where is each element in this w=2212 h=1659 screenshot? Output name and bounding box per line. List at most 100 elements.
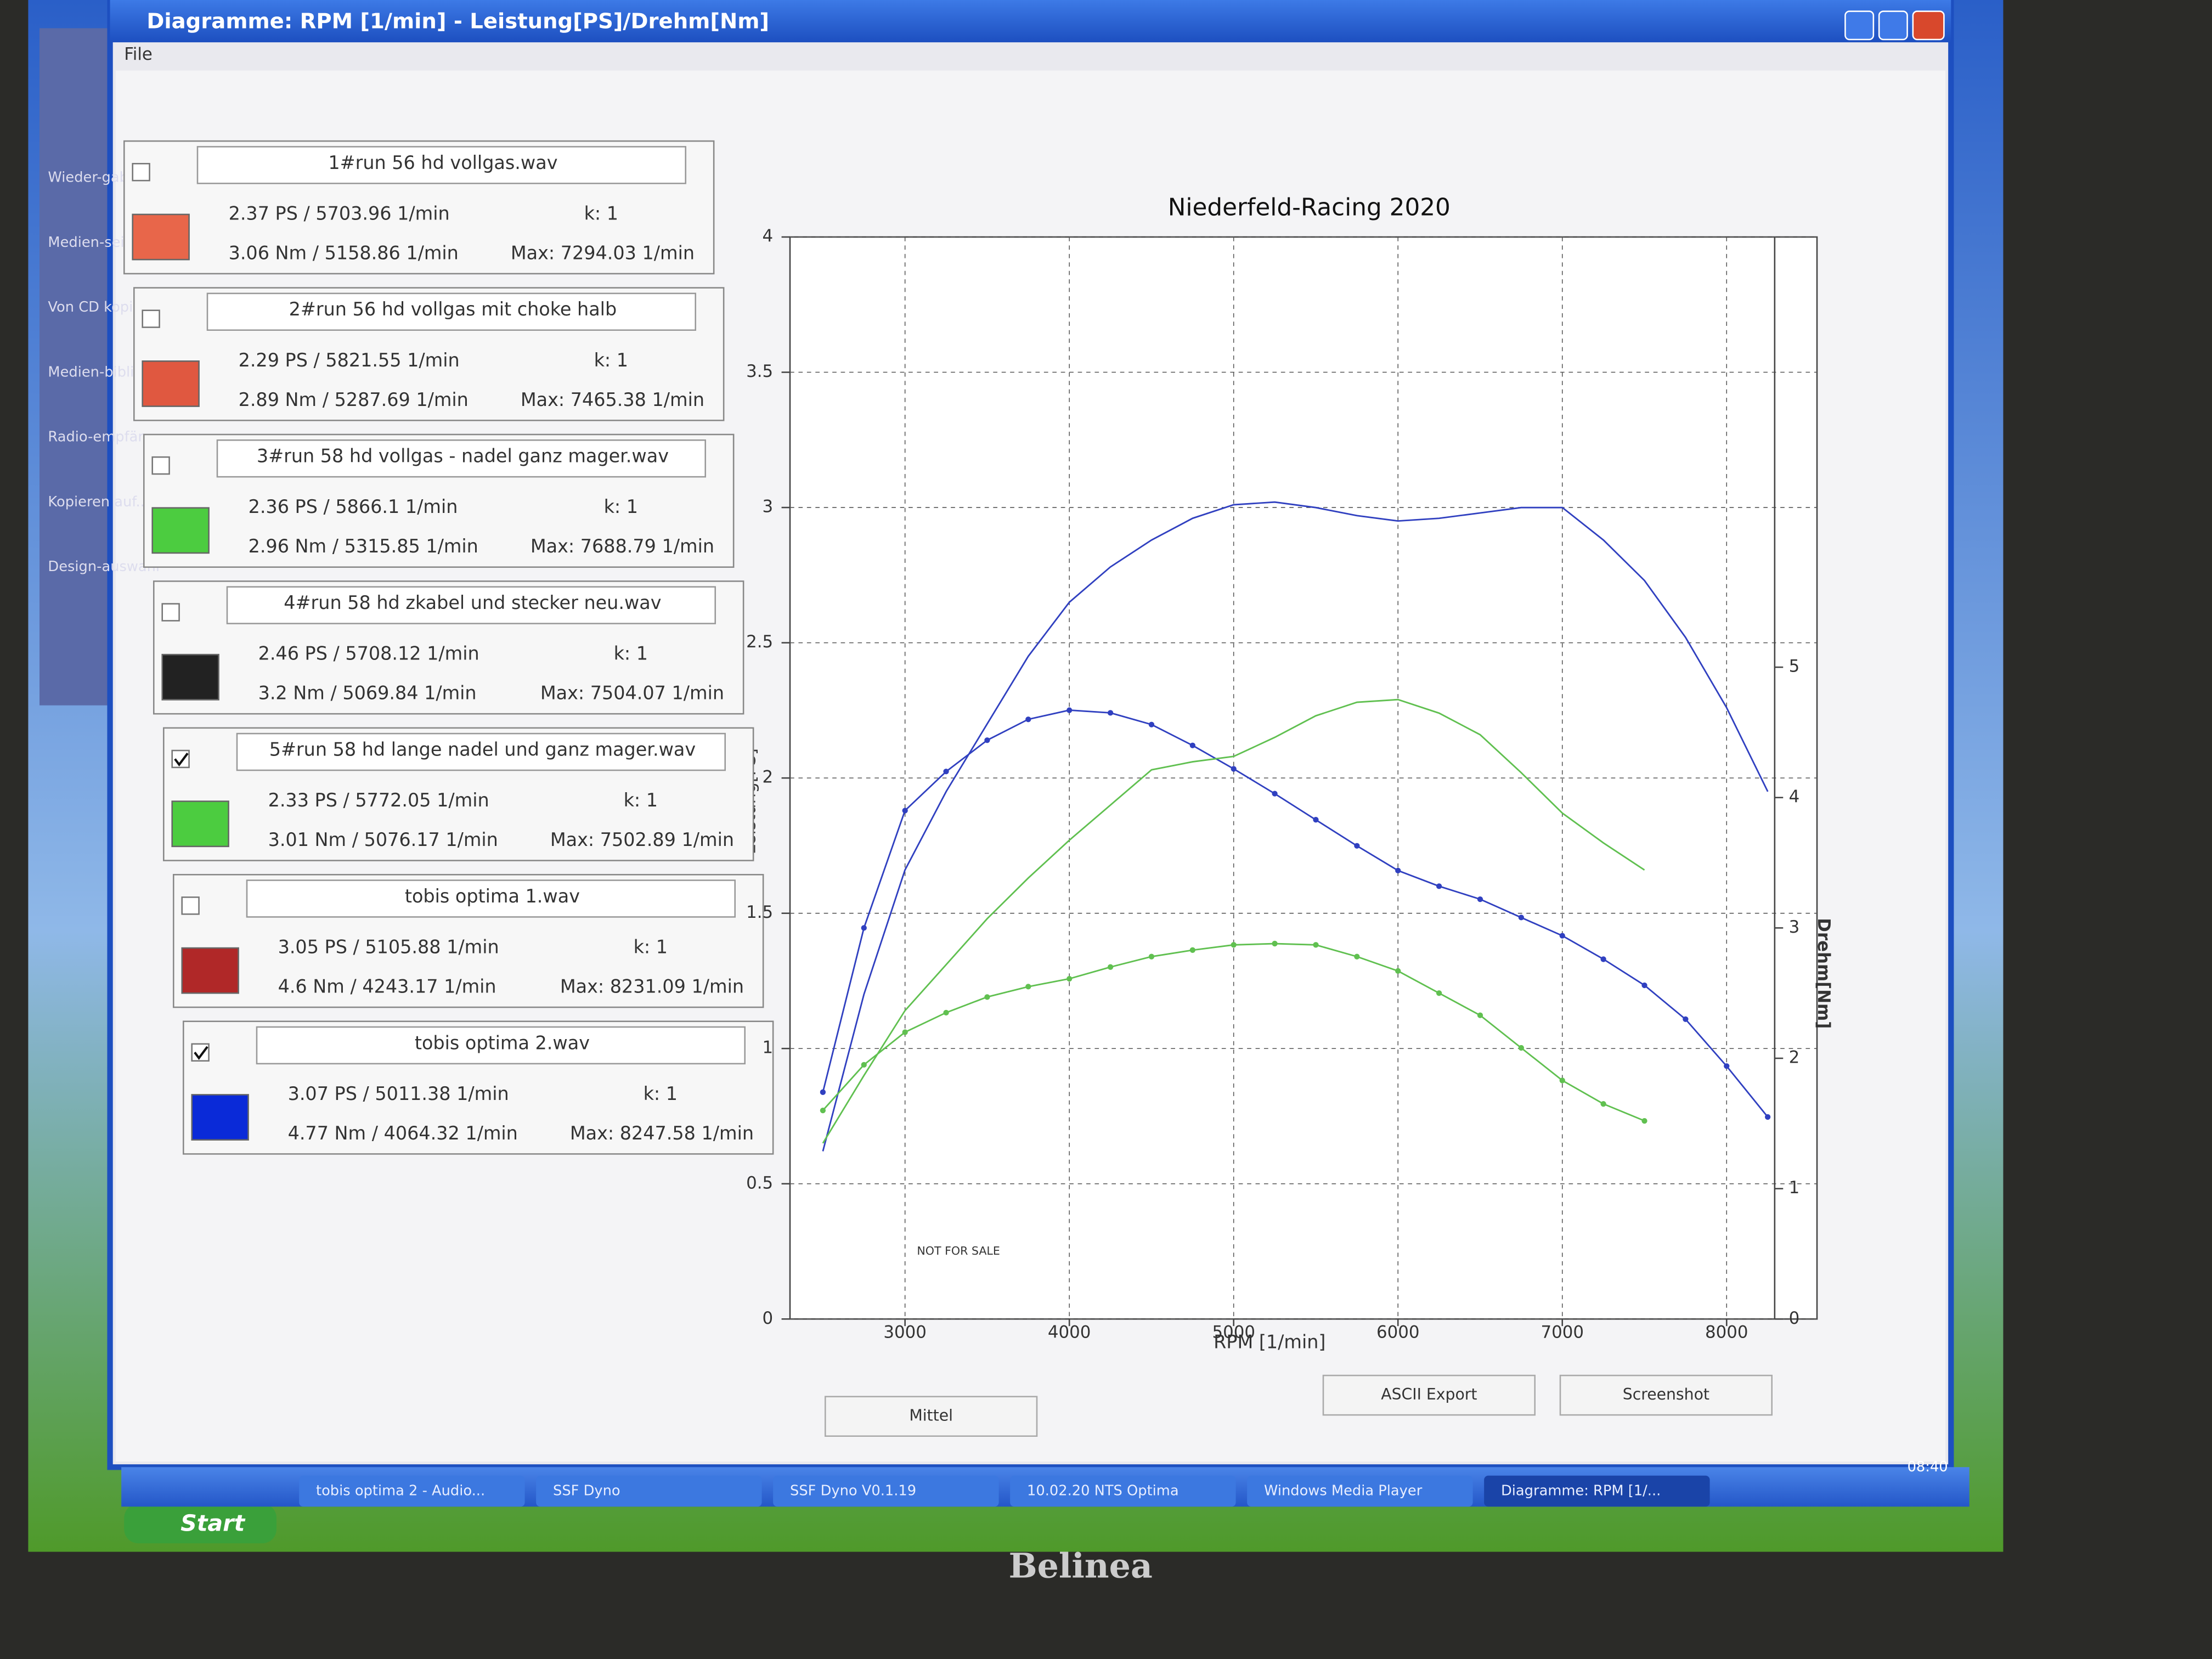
run-max: Max: 7504.07 1/min: [540, 682, 724, 704]
y2-tick-label: 1: [1789, 1178, 1800, 1198]
series-point: [1724, 1063, 1730, 1069]
run-power: 2.33 PS / 5772.05 1/min: [268, 789, 489, 811]
y2-tick-label: 0: [1789, 1308, 1800, 1328]
run-max: Max: 8247.58 1/min: [570, 1122, 754, 1144]
series-point: [1436, 883, 1442, 889]
run-name-box: [246, 879, 736, 918]
series-point: [1231, 766, 1237, 772]
run-max: Max: 7688.79 1/min: [531, 535, 714, 557]
run-power: 2.29 PS / 5821.55 1/min: [239, 349, 460, 371]
run-checkbox[interactable]: [191, 1043, 210, 1062]
series-point: [1272, 791, 1278, 797]
series-point: [1600, 1101, 1606, 1107]
button-label: Screenshot: [1623, 1385, 1709, 1403]
y2-axis-label: Drehm[Nm]: [1814, 918, 1833, 1029]
series-point: [1765, 1114, 1771, 1120]
run-color[interactable]: [171, 800, 229, 848]
run-color[interactable]: [181, 947, 239, 994]
run-power: 3.07 PS / 5011.38 1/min: [288, 1083, 509, 1104]
y-tick-label: 0: [763, 1308, 774, 1328]
run-color[interactable]: [191, 1094, 249, 1141]
y-tick-label: 1: [763, 1038, 774, 1058]
taskbar-item-label: 10.02.20 NTS Optima: [1027, 1483, 1179, 1499]
series-point: [1025, 984, 1031, 990]
run-name-box: [196, 146, 686, 184]
series-point: [1066, 707, 1073, 713]
series-point: [902, 808, 908, 814]
taskbar-item[interactable]: [1010, 1475, 1236, 1507]
sidebar-item[interactable]: Kopieren auf...: [48, 494, 149, 510]
series-point: [1231, 942, 1237, 948]
run-k: k: 1: [644, 1083, 678, 1104]
series-point: [820, 1089, 826, 1095]
series-point: [1025, 716, 1031, 723]
monitor-brand: Belinea: [1009, 1545, 1153, 1585]
run-power: 2.37 PS / 5703.96 1/min: [229, 202, 450, 224]
run-k: k: 1: [594, 349, 628, 371]
y2-tick-label: 5: [1789, 657, 1800, 676]
run-checkbox[interactable]: [132, 163, 150, 182]
taskbar-item-label: Diagramme: RPM [1/...: [1501, 1483, 1661, 1499]
taskbar-item[interactable]: [1484, 1475, 1710, 1507]
run-color[interactable]: [132, 213, 190, 261]
sidebar-item[interactable]: Medien-seite: [48, 234, 138, 251]
run-color[interactable]: [151, 507, 210, 554]
series-point: [1477, 1012, 1483, 1018]
run-checkbox[interactable]: [181, 896, 200, 915]
run-k: k: 1: [584, 202, 618, 224]
button[interactable]: [1559, 1374, 1773, 1416]
run-name: 3#run 58 hd vollgas - nadel ganz mager.w…: [257, 445, 669, 467]
sidebar-item[interactable]: Wieder-gabe: [48, 170, 137, 186]
run-name-box: [256, 1026, 746, 1065]
series-point: [1354, 843, 1360, 849]
run-name: tobis optima 2.wav: [415, 1032, 590, 1053]
start-button[interactable]: [124, 1504, 277, 1544]
button[interactable]: [825, 1396, 1038, 1437]
run-name-box: [226, 586, 716, 624]
clock: 08:40: [1908, 1459, 1948, 1475]
series-point: [1436, 990, 1442, 996]
run-name: tobis optima 1.wav: [405, 885, 580, 907]
run-color[interactable]: [142, 360, 200, 407]
y-tick-label: 2.5: [746, 632, 773, 652]
series-point: [1313, 942, 1319, 948]
taskbar-item[interactable]: [1247, 1475, 1473, 1507]
series-point: [1395, 867, 1401, 873]
run-name-box: [236, 732, 726, 771]
run-checkbox[interactable]: [151, 456, 170, 475]
check-mark: [174, 752, 189, 767]
annotation: NOT FOR SALE: [917, 1244, 1000, 1257]
run-torque: 3.2 Nm / 5069.84 1/min: [258, 682, 477, 704]
minimize-button[interactable]: [1844, 10, 1875, 41]
run-max: Max: 8231.09 1/min: [560, 976, 744, 997]
series-line: [822, 698, 1645, 1144]
taskbar-item-label: SSF Dyno V0.1.19: [790, 1483, 916, 1499]
sidebar-item[interactable]: Design-auswahl: [48, 558, 160, 575]
series-point: [1683, 1016, 1689, 1022]
run-color[interactable]: [161, 653, 219, 701]
menu-file[interactable]: File: [124, 44, 153, 64]
series-point: [1600, 956, 1606, 962]
run-k: k: 1: [634, 936, 668, 958]
series-point: [820, 1107, 826, 1114]
maximize-button[interactable]: [1878, 10, 1908, 41]
series-point: [902, 1029, 908, 1035]
taskbar-item[interactable]: [536, 1475, 762, 1507]
y-tick-label: 0.5: [746, 1173, 773, 1193]
run-name-box: [206, 292, 696, 331]
series-point: [943, 769, 949, 775]
button[interactable]: [1322, 1374, 1536, 1416]
sidebar-item[interactable]: Radio-empfän: [48, 429, 146, 445]
close-button[interactable]: [1912, 10, 1945, 41]
taskbar-item[interactable]: [773, 1475, 999, 1507]
run-k: k: 1: [614, 643, 648, 664]
run-checkbox[interactable]: [142, 309, 160, 328]
taskbar-item-label: SSF Dyno: [553, 1483, 620, 1499]
series-point: [1641, 982, 1647, 989]
series-point: [1272, 940, 1278, 947]
run-checkbox[interactable]: [161, 603, 180, 622]
series-point: [1395, 968, 1401, 974]
y-tick-label: 1.5: [746, 902, 773, 922]
taskbar-item[interactable]: [299, 1475, 525, 1507]
